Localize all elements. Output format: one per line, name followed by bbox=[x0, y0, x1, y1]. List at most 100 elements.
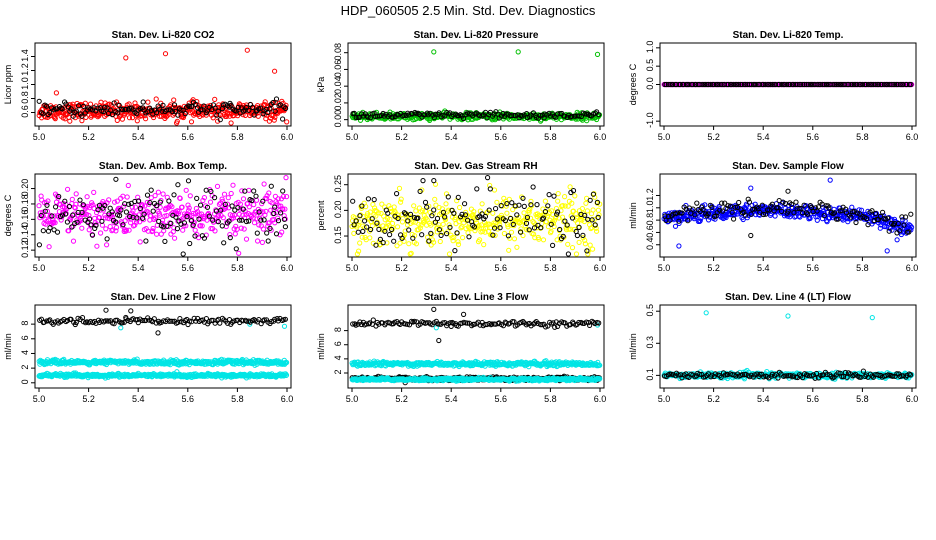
data-point bbox=[152, 193, 158, 199]
data-point bbox=[79, 113, 85, 119]
data-point bbox=[36, 203, 42, 209]
data-point bbox=[57, 201, 63, 207]
data-point bbox=[362, 218, 368, 224]
data-point bbox=[892, 81, 898, 88]
data-point bbox=[233, 108, 239, 114]
data-point bbox=[406, 241, 412, 247]
data-point bbox=[40, 228, 46, 234]
panel-title: Stan. Dev. Li-820 CO2 bbox=[112, 30, 215, 41]
panel-title: Stan. Dev. Line 2 Flow bbox=[111, 292, 216, 303]
data-point bbox=[172, 108, 178, 114]
data-point bbox=[243, 236, 250, 242]
data-point bbox=[460, 235, 466, 241]
data-point bbox=[104, 242, 110, 248]
data-point bbox=[36, 98, 42, 104]
data-point bbox=[434, 215, 441, 222]
data-point bbox=[394, 191, 400, 197]
data-point bbox=[219, 223, 225, 229]
data-point bbox=[103, 307, 109, 313]
data-point bbox=[708, 81, 714, 88]
data-point bbox=[908, 211, 914, 217]
data-point bbox=[123, 55, 129, 61]
data-point bbox=[676, 243, 682, 249]
x-tick-label: 5.6 bbox=[182, 132, 195, 142]
data-point bbox=[230, 182, 236, 188]
data-point bbox=[734, 81, 740, 88]
data-point bbox=[178, 107, 184, 113]
data-point bbox=[72, 109, 78, 116]
data-point bbox=[515, 49, 521, 55]
data-point bbox=[890, 81, 896, 88]
x-tick-label: 6.0 bbox=[906, 263, 919, 273]
data-point bbox=[162, 51, 169, 57]
data-point bbox=[67, 118, 73, 124]
data-point bbox=[534, 202, 540, 208]
y-tick-label: 0.0 bbox=[645, 77, 655, 90]
data-point bbox=[576, 239, 582, 245]
data-point bbox=[876, 81, 882, 88]
data-point bbox=[44, 103, 50, 109]
data-point bbox=[104, 105, 110, 111]
y-tick-label: 1.0 bbox=[645, 201, 655, 214]
data-point bbox=[123, 209, 130, 215]
data-point bbox=[189, 103, 195, 110]
data-points bbox=[36, 175, 290, 257]
data-point bbox=[595, 207, 602, 213]
y-tick-label: 1.2 bbox=[645, 188, 655, 201]
data-point bbox=[501, 230, 507, 237]
data-point bbox=[587, 242, 593, 248]
data-point bbox=[551, 193, 557, 199]
data-point bbox=[446, 251, 453, 257]
data-point bbox=[479, 201, 485, 207]
data-point bbox=[54, 229, 61, 235]
data-point bbox=[160, 102, 166, 108]
data-point bbox=[748, 232, 754, 239]
data-point bbox=[827, 177, 833, 183]
data-point bbox=[584, 118, 590, 124]
data-point bbox=[235, 104, 241, 111]
data-point bbox=[120, 107, 126, 113]
data-point bbox=[768, 81, 774, 88]
data-point bbox=[779, 81, 785, 88]
data-point bbox=[53, 204, 59, 210]
data-point bbox=[115, 110, 121, 116]
data-point bbox=[284, 119, 290, 125]
data-point bbox=[546, 192, 552, 198]
data-point bbox=[261, 181, 267, 187]
data-point bbox=[401, 112, 407, 118]
data-point bbox=[246, 187, 252, 193]
data-point bbox=[155, 189, 161, 195]
data-point bbox=[264, 230, 270, 236]
data-point bbox=[572, 193, 578, 199]
data-point bbox=[565, 241, 571, 247]
x-tick-label: 5.0 bbox=[33, 132, 46, 142]
data-point bbox=[546, 110, 552, 117]
data-point bbox=[175, 182, 181, 188]
data-point bbox=[461, 115, 467, 122]
data-point bbox=[166, 198, 172, 204]
data-point bbox=[380, 110, 386, 117]
data-point bbox=[78, 103, 84, 109]
y-axis-label: ml/min bbox=[628, 202, 638, 229]
data-point bbox=[187, 240, 193, 247]
y-tick-label: 0.8 bbox=[20, 91, 30, 104]
y-tick-label: 0.00 bbox=[333, 110, 343, 128]
data-point bbox=[762, 81, 768, 88]
data-point bbox=[432, 196, 438, 202]
x-tick-label: 5.2 bbox=[82, 263, 95, 273]
data-point bbox=[53, 90, 60, 96]
data-point bbox=[137, 239, 143, 245]
data-point bbox=[283, 105, 289, 112]
data-point bbox=[104, 236, 110, 242]
panel-title: Stan. Dev. Line 3 Flow bbox=[424, 292, 529, 303]
data-point bbox=[39, 197, 45, 203]
data-point bbox=[702, 81, 708, 88]
data-point bbox=[174, 118, 180, 124]
data-point bbox=[81, 103, 87, 110]
data-point bbox=[357, 240, 363, 246]
data-point bbox=[68, 106, 74, 112]
